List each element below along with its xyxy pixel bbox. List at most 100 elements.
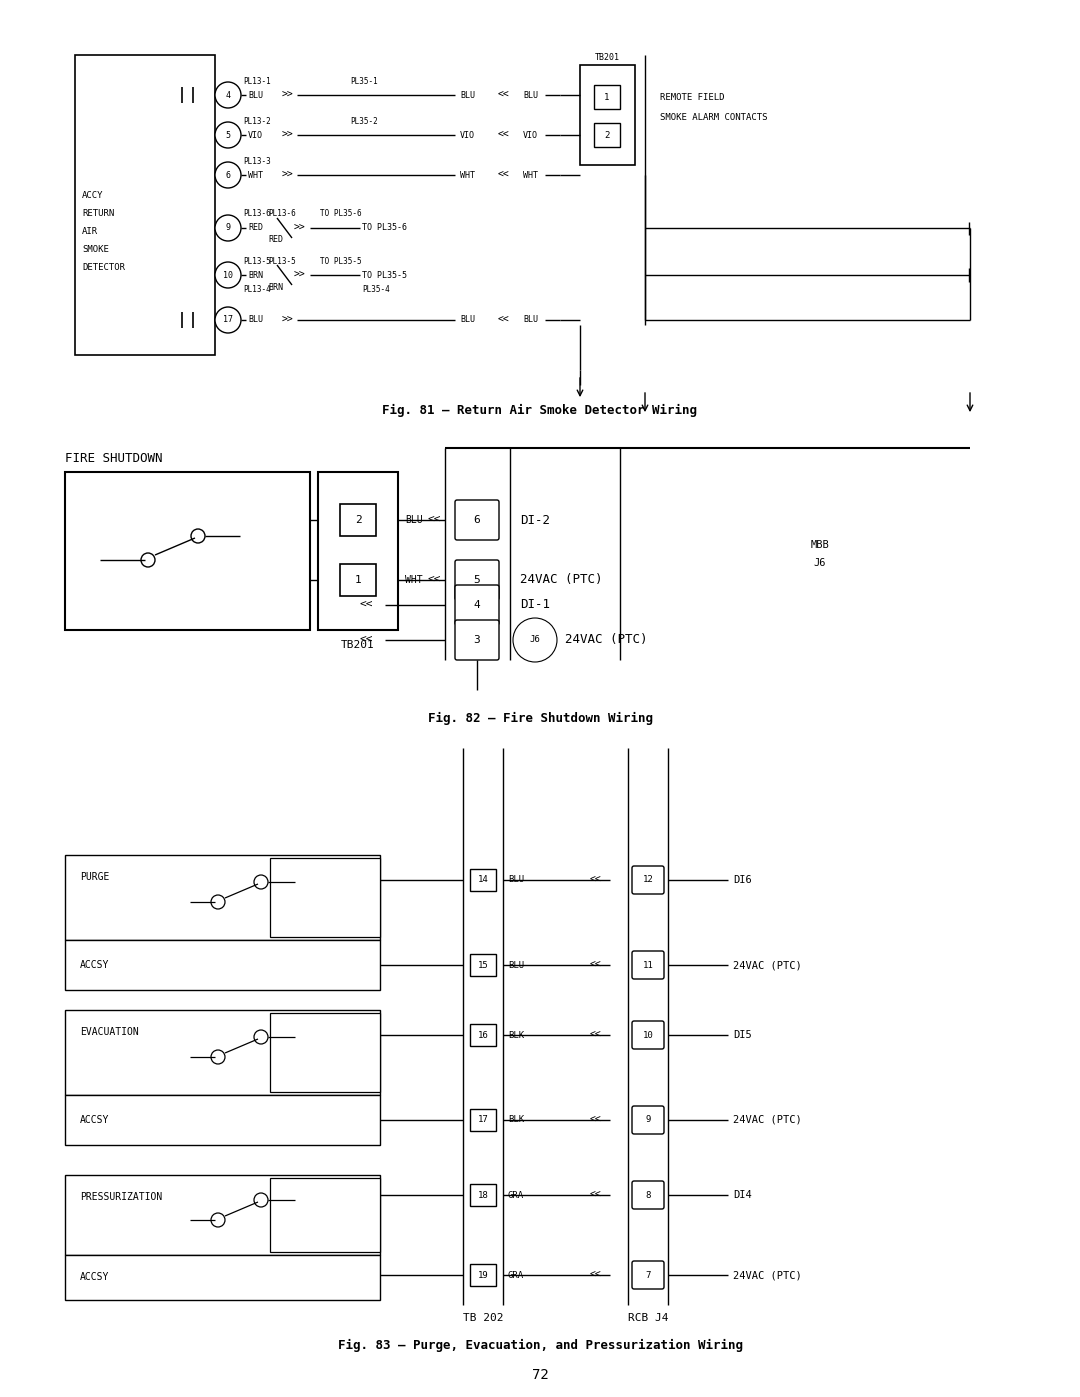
FancyBboxPatch shape bbox=[632, 1180, 664, 1208]
Text: >>: >> bbox=[282, 130, 294, 140]
Text: WHT: WHT bbox=[460, 170, 475, 179]
Text: DI4: DI4 bbox=[733, 1190, 752, 1200]
Text: 17: 17 bbox=[477, 1115, 488, 1125]
Circle shape bbox=[215, 215, 241, 242]
Bar bbox=[580, 66, 635, 165]
Text: TB 202: TB 202 bbox=[462, 1313, 503, 1323]
Text: PL13-2: PL13-2 bbox=[243, 116, 271, 126]
Text: 15: 15 bbox=[477, 961, 488, 970]
Bar bbox=[65, 855, 380, 940]
Text: ACCSY: ACCSY bbox=[80, 1273, 109, 1282]
Text: TO PL35-5: TO PL35-5 bbox=[362, 271, 407, 279]
Text: WHT: WHT bbox=[523, 170, 538, 179]
Text: <<: << bbox=[498, 314, 510, 326]
Bar bbox=[470, 1264, 496, 1287]
Text: VIO: VIO bbox=[460, 130, 475, 140]
Text: <<: << bbox=[498, 89, 510, 101]
Text: BLU: BLU bbox=[523, 91, 538, 99]
Text: 18: 18 bbox=[477, 1190, 488, 1200]
Text: BRN: BRN bbox=[248, 271, 264, 279]
Text: BLU: BLU bbox=[460, 316, 475, 324]
FancyBboxPatch shape bbox=[455, 500, 499, 541]
Text: >>: >> bbox=[282, 314, 294, 326]
Text: 1: 1 bbox=[354, 576, 362, 585]
Text: 14: 14 bbox=[477, 876, 488, 884]
Text: 4: 4 bbox=[474, 599, 481, 610]
Bar bbox=[318, 472, 399, 630]
Text: ACCY: ACCY bbox=[82, 190, 104, 200]
Bar bbox=[65, 1095, 380, 1146]
Text: EVACUATION: EVACUATION bbox=[80, 1027, 138, 1037]
Text: SMOKE ALARM CONTACTS: SMOKE ALARM CONTACTS bbox=[660, 113, 768, 122]
Text: WHT: WHT bbox=[248, 170, 264, 179]
Text: BLK: BLK bbox=[508, 1031, 524, 1039]
Text: PL13-3: PL13-3 bbox=[243, 156, 271, 165]
Circle shape bbox=[254, 875, 268, 888]
Bar bbox=[270, 1178, 380, 1252]
Text: 8: 8 bbox=[646, 1190, 650, 1200]
Text: WHT: WHT bbox=[405, 576, 422, 585]
Text: BLU: BLU bbox=[523, 316, 538, 324]
Bar bbox=[65, 472, 310, 630]
Text: 7: 7 bbox=[646, 1270, 650, 1280]
Text: ACCSY: ACCSY bbox=[80, 960, 109, 970]
Text: <<: << bbox=[428, 515, 442, 525]
Text: RCB J4: RCB J4 bbox=[627, 1313, 669, 1323]
Text: 24VAC (PTC): 24VAC (PTC) bbox=[733, 1270, 801, 1280]
Text: PRESSURIZATION: PRESSURIZATION bbox=[80, 1192, 162, 1201]
FancyBboxPatch shape bbox=[632, 1261, 664, 1289]
Bar bbox=[470, 1109, 496, 1132]
Text: <<: << bbox=[498, 130, 510, 140]
Circle shape bbox=[215, 82, 241, 108]
Circle shape bbox=[513, 617, 557, 662]
Text: 2: 2 bbox=[354, 515, 362, 525]
Circle shape bbox=[254, 1193, 268, 1207]
Text: BLU: BLU bbox=[248, 91, 264, 99]
Text: <<: << bbox=[428, 576, 442, 585]
Text: PL35-1: PL35-1 bbox=[350, 77, 378, 85]
Text: GRA: GRA bbox=[508, 1190, 524, 1200]
FancyBboxPatch shape bbox=[632, 866, 664, 894]
Text: <<: << bbox=[498, 170, 510, 180]
Circle shape bbox=[215, 162, 241, 189]
Text: REMOTE FIELD: REMOTE FIELD bbox=[660, 92, 725, 102]
Text: SMOKE: SMOKE bbox=[82, 244, 109, 253]
Text: AIR: AIR bbox=[82, 226, 98, 236]
Text: >>: >> bbox=[282, 170, 294, 180]
Text: GRA: GRA bbox=[508, 1270, 524, 1280]
Text: TO PL35-6: TO PL35-6 bbox=[320, 210, 362, 218]
Text: VIO: VIO bbox=[248, 130, 264, 140]
FancyBboxPatch shape bbox=[455, 560, 499, 599]
Circle shape bbox=[211, 1051, 225, 1065]
Text: PL13-1: PL13-1 bbox=[243, 77, 271, 85]
Bar bbox=[75, 54, 215, 355]
Text: 1: 1 bbox=[605, 92, 610, 102]
Text: 19: 19 bbox=[477, 1270, 488, 1280]
Text: <<: << bbox=[590, 1270, 602, 1280]
Text: >>: >> bbox=[294, 270, 306, 279]
Text: 24VAC (PTC): 24VAC (PTC) bbox=[733, 960, 801, 970]
Text: BLU: BLU bbox=[405, 515, 422, 525]
Text: RETURN: RETURN bbox=[82, 208, 114, 218]
Circle shape bbox=[141, 553, 156, 567]
Text: 5: 5 bbox=[474, 576, 481, 585]
Text: DI-1: DI-1 bbox=[519, 598, 550, 612]
Circle shape bbox=[215, 263, 241, 288]
Text: 12: 12 bbox=[643, 876, 653, 884]
Text: BLK: BLK bbox=[508, 1115, 524, 1125]
Text: 24VAC (PTC): 24VAC (PTC) bbox=[733, 1115, 801, 1125]
Text: 6: 6 bbox=[474, 515, 481, 525]
Text: TO PL35-6: TO PL35-6 bbox=[362, 224, 407, 232]
Bar bbox=[340, 504, 376, 536]
Text: 24VAC (PTC): 24VAC (PTC) bbox=[565, 633, 648, 647]
Text: TB201: TB201 bbox=[594, 53, 620, 61]
Text: >>: >> bbox=[282, 89, 294, 101]
Text: 10: 10 bbox=[222, 271, 233, 279]
Text: >>: >> bbox=[294, 224, 306, 233]
Bar bbox=[594, 85, 620, 109]
Text: BLU: BLU bbox=[508, 876, 524, 884]
Text: RED: RED bbox=[268, 236, 283, 244]
Circle shape bbox=[215, 307, 241, 332]
Text: BLU: BLU bbox=[508, 961, 524, 970]
Text: DI5: DI5 bbox=[733, 1030, 752, 1039]
